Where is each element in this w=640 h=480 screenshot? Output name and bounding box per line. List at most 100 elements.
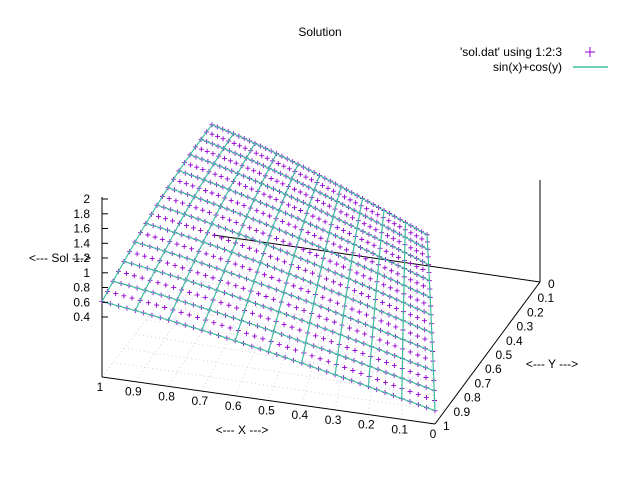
data-point-marker: [408, 245, 414, 251]
data-point-marker: [267, 253, 273, 259]
data-point-marker: [211, 232, 217, 238]
data-point-marker: [281, 163, 287, 169]
data-point-marker: [237, 143, 243, 149]
data-point-marker: [172, 262, 178, 268]
data-point-marker: [407, 388, 413, 394]
data-point-marker: [310, 213, 316, 219]
floor-gridline-y: [211, 233, 428, 283]
data-point-marker: [338, 209, 344, 215]
data-point-marker: [421, 300, 427, 306]
x-tick-label: 0.3: [325, 413, 342, 427]
data-point-marker: [386, 303, 392, 309]
data-point-marker: [390, 236, 396, 242]
data-point-marker: [391, 382, 397, 388]
data-point-marker: [414, 280, 420, 286]
data-point-marker: [287, 241, 293, 247]
data-point-marker: [220, 215, 226, 221]
data-point-marker: [407, 368, 413, 374]
data-point-marker: [356, 309, 362, 315]
floor-gridline-x: [268, 257, 320, 401]
data-point-marker: [395, 271, 401, 277]
data-point-marker: [353, 200, 359, 206]
floor-gridline-x: [301, 262, 342, 406]
mesh-line-x: [426, 234, 436, 411]
data-point-marker: [218, 174, 224, 180]
data-point-marker: [232, 261, 238, 267]
mesh-line-y: [167, 187, 431, 298]
data-point-marker: [286, 221, 292, 227]
data-point-marker: [308, 177, 314, 183]
data-point-marker: [365, 239, 371, 245]
data-point-marker: [383, 248, 389, 254]
data-point-marker: [227, 158, 233, 164]
data-point-marker: [228, 197, 234, 203]
y-tick-label: 0.4: [506, 334, 523, 348]
data-point-marker: [227, 217, 233, 223]
data-point-marker: [305, 289, 311, 295]
floor-gridline-x: [334, 267, 363, 410]
data-point-marker: [319, 182, 325, 188]
data-point-marker: [334, 225, 340, 231]
y-axis-line: [434, 281, 541, 425]
data-point-marker: [374, 376, 380, 382]
data-point-marker: [407, 294, 413, 300]
data-point-marker: [360, 350, 366, 356]
data-point-marker: [422, 355, 428, 361]
data-point-marker: [226, 302, 232, 308]
floor-gridline-y: [145, 319, 432, 368]
data-point-marker: [252, 333, 258, 339]
data-point-marker: [240, 285, 246, 291]
data-point-marker: [202, 272, 208, 278]
data-point-marker: [220, 136, 226, 142]
data-point-marker: [347, 197, 353, 203]
data-point-marker: [240, 264, 246, 270]
data-point-marker: [227, 325, 233, 331]
data-point-marker: [267, 194, 273, 200]
data-point-marker: [244, 330, 250, 336]
data-point-marker: [286, 302, 292, 308]
data-point-marker: [388, 268, 394, 274]
data-point-marker: [145, 300, 151, 306]
data-point-marker: [302, 267, 308, 273]
data-point-marker: [219, 322, 225, 328]
data-point-marker: [387, 285, 393, 291]
x-tick-label: 0.6: [225, 399, 242, 413]
data-point-marker: [414, 263, 420, 269]
mesh-line-y: [134, 241, 433, 353]
data-point-marker: [363, 256, 369, 262]
data-point-marker: [384, 233, 390, 239]
data-point-marker: [415, 391, 421, 397]
mesh-line-x: [201, 153, 278, 331]
data-point-marker: [391, 221, 397, 227]
data-point-marker: [386, 218, 392, 224]
data-point-marker: [334, 261, 340, 267]
mesh-line-y: [200, 138, 429, 250]
data-point-marker: [337, 282, 343, 288]
data-point-marker: [396, 239, 402, 245]
data-point-marker: [326, 203, 332, 209]
data-point-marker: [414, 297, 420, 303]
data-point-marker: [408, 230, 414, 236]
data-point-marker: [421, 318, 427, 324]
data-point-marker: [243, 183, 249, 189]
z-tick-label: 1.2: [73, 251, 90, 265]
data-point-marker: [393, 306, 399, 312]
data-point-marker: [325, 359, 331, 365]
mesh-line-x: [101, 124, 213, 302]
data-point-marker: [342, 194, 348, 200]
data-point-marker: [342, 365, 348, 371]
data-point-marker: [251, 168, 257, 174]
data-point-marker: [149, 255, 155, 261]
data-point-marker: [324, 316, 330, 322]
data-point-marker: [155, 213, 161, 219]
data-point-marker: [313, 333, 319, 339]
y-tick-label: 0.8: [464, 391, 481, 405]
data-point-marker: [347, 325, 353, 331]
data-point-marker: [285, 202, 291, 208]
mesh-line-y: [178, 170, 430, 282]
data-point-marker: [183, 223, 189, 229]
data-point-marker: [292, 205, 298, 211]
x-tick-label: 0.7: [192, 394, 209, 408]
data-point-marker: [204, 148, 210, 154]
